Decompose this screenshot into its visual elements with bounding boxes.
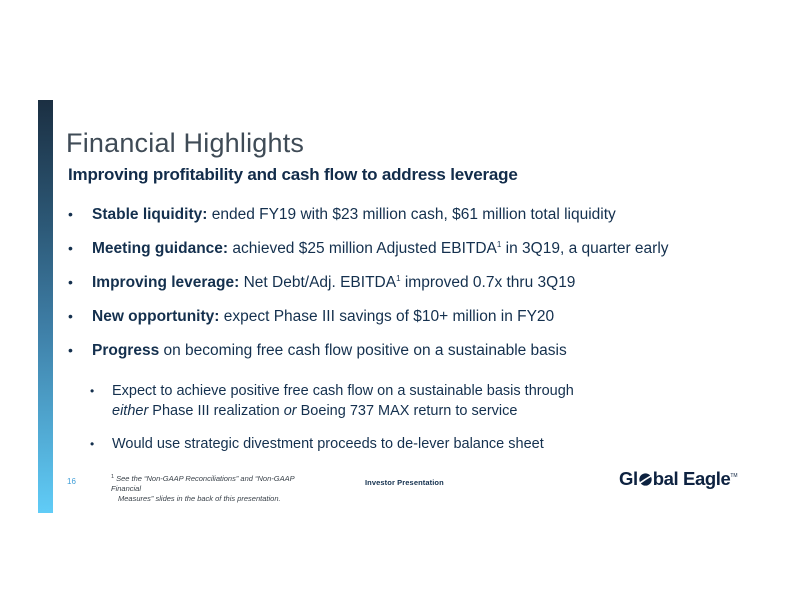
- bullet-item: • Meeting guidance: achieved $25 million…: [68, 238, 738, 259]
- sub-bullet-text: Would use strategic divestment proceeds …: [112, 436, 544, 452]
- footnote-text-line1: See the “Non-GAAP Reconciliations” and “…: [111, 474, 295, 493]
- bullet-text: New opportunity: expect Phase III saving…: [92, 306, 738, 327]
- sub-bullet-item: • Would use strategic divestment proceed…: [90, 434, 738, 454]
- bullet-icon: •: [68, 206, 73, 222]
- footnote: 1 See the “Non-GAAP Reconciliations” and …: [111, 472, 311, 504]
- bullet-item: • New opportunity: expect Phase III savi…: [68, 306, 738, 327]
- sub-bullet-mid: Phase III realization: [148, 403, 284, 419]
- bullet-lead: New opportunity:: [92, 308, 220, 325]
- emphasis-or: or: [283, 403, 297, 419]
- accent-gradient-bar: [38, 100, 53, 513]
- bullet-item: • Progress on becoming free cash flow po…: [68, 340, 738, 361]
- emphasis-either: either: [112, 403, 149, 419]
- bullet-icon: •: [90, 437, 95, 451]
- slide-title: Financial Highlights: [66, 128, 305, 158]
- bullet-body: expect Phase III savings of $10+ million…: [219, 308, 555, 325]
- bullet-lead: Meeting guidance:: [92, 240, 229, 257]
- footnote-text-line2: Measures” slides in the back of this pre…: [118, 494, 281, 503]
- sub-bullet-text: Expect to achieve positive free cash flo…: [112, 381, 738, 421]
- trademark-symbol: TM: [730, 473, 738, 479]
- sub-bullet-item: • Expect to achieve positive free cash f…: [90, 381, 738, 421]
- sub-bullet-post: Boeing 737 MAX return to service: [296, 403, 518, 419]
- bullet-icon: •: [90, 384, 95, 398]
- bullet-text: Progress on becoming free cash flow posi…: [92, 340, 738, 361]
- global-eagle-logo: Gl bal Eagle TM: [619, 467, 738, 491]
- bullet-body: Net Debt/Adj. EBITDA: [239, 274, 397, 291]
- bullet-item: • Improving leverage: Net Debt/Adj. EBIT…: [68, 272, 738, 293]
- bullet-icon: •: [68, 308, 73, 324]
- sub-bullet-list: • Expect to achieve positive free cash f…: [90, 381, 738, 454]
- logo-text-pre: Gl: [619, 468, 638, 489]
- bullet-lead: Stable liquidity:: [92, 206, 208, 223]
- bullet-icon: •: [68, 342, 73, 358]
- bullet-body: ended FY19 with $23 million cash, $61 mi…: [207, 206, 616, 223]
- bullet-text: Stable liquidity: ended FY19 with $23 mi…: [92, 204, 738, 225]
- footnote-marker: 1: [396, 274, 401, 283]
- bullet-text: Improving leverage: Net Debt/Adj. EBITDA…: [92, 272, 738, 293]
- bullet-lead: Improving leverage:: [92, 274, 240, 291]
- bullet-icon: •: [68, 274, 73, 290]
- logo-text-post: bal Eagle: [652, 468, 731, 489]
- sub-bullet-line1: Expect to achieve positive free cash flo…: [112, 383, 574, 399]
- slide-subtitle: Improving profitability and cash flow to…: [68, 165, 518, 184]
- bullet-icon: •: [68, 240, 73, 256]
- footnote-marker: 1: [111, 474, 115, 480]
- footer-presentation-label: Investor Presentation: [365, 478, 444, 487]
- footnote-marker: 1: [496, 240, 502, 249]
- globe-icon: [639, 469, 652, 491]
- bullet-item: • Stable liquidity: ended FY19 with $23 …: [68, 204, 738, 225]
- bullet-body-cont: improved 0.7x thru 3Q19: [400, 274, 576, 291]
- bullet-lead: Progress: [92, 342, 160, 359]
- bullet-body-cont: in 3Q19, a quarter early: [501, 240, 669, 257]
- bullet-list: • Stable liquidity: ended FY19 with $23 …: [68, 204, 738, 467]
- page-number: 16: [67, 477, 76, 486]
- bullet-text: Meeting guidance: achieved $25 million A…: [92, 238, 738, 259]
- bullet-body: achieved $25 million Adjusted EBITDA: [228, 240, 497, 257]
- bullet-body: on becoming free cash flow positive on a…: [159, 342, 567, 359]
